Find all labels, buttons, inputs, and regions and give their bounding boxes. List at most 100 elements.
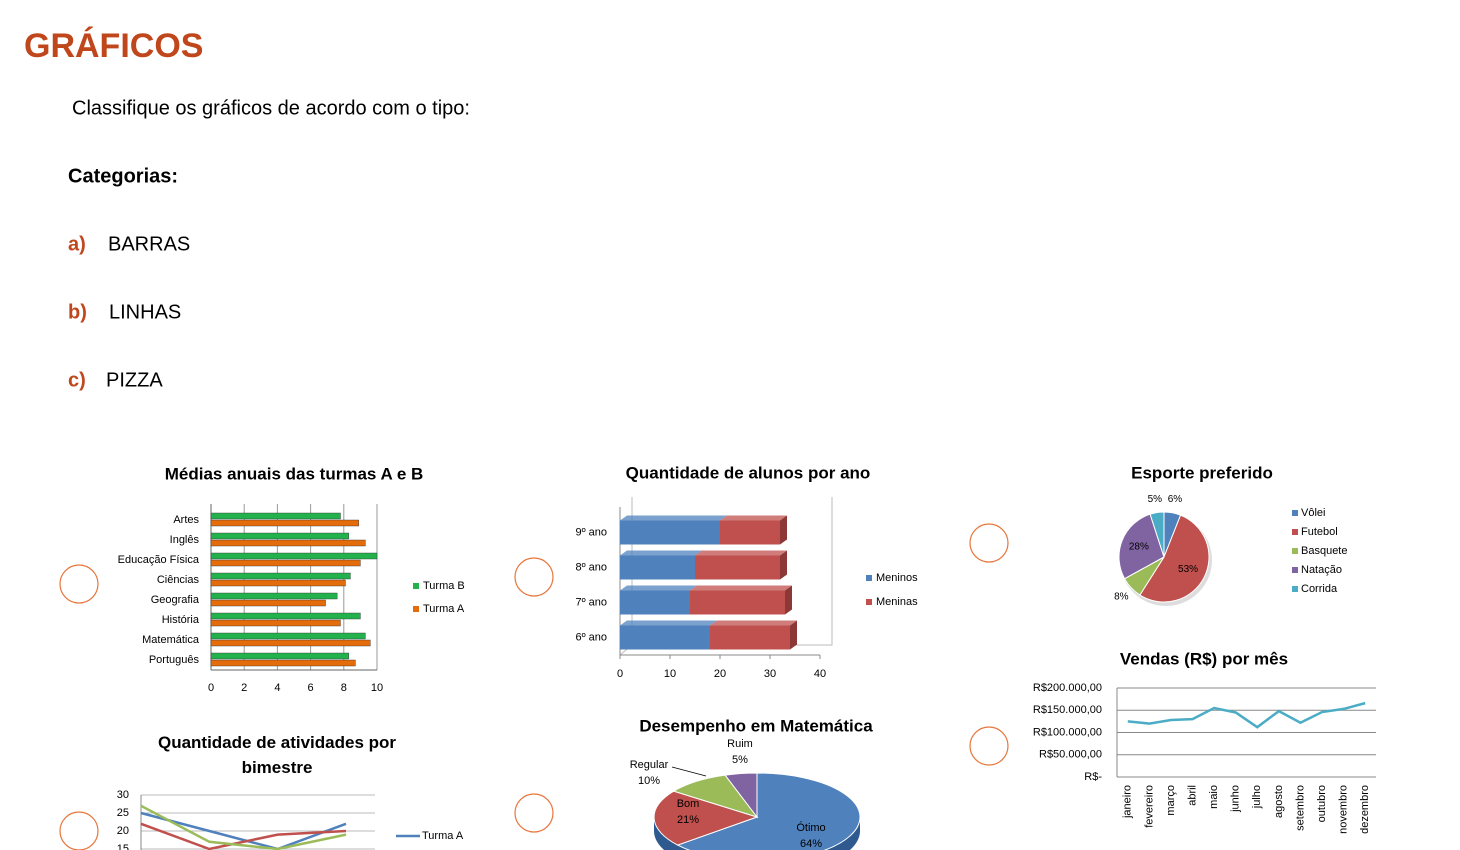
bar (620, 520, 720, 545)
item-text: PIZZA (106, 369, 163, 391)
line-series (1127, 701, 1366, 729)
y-tick-label: 6º ano (575, 631, 607, 643)
y-tick-label: 25 (117, 807, 129, 819)
legend-label: Basquete (1301, 545, 1347, 557)
bar (695, 555, 780, 580)
bar-side (785, 585, 792, 615)
answer-circle[interactable] (514, 793, 554, 833)
answer-circle[interactable] (969, 523, 1009, 563)
legend-swatch (1292, 548, 1298, 554)
legend-swatch (413, 583, 419, 589)
y-tick-label: História (162, 614, 200, 626)
leader-line (671, 766, 707, 777)
x-tick-label: outubro (1316, 785, 1328, 822)
legend-label: Meninas (876, 596, 918, 608)
bar (210, 592, 338, 600)
bar (210, 632, 366, 640)
y-tick-label: 7º ano (575, 596, 607, 608)
legend-swatch (866, 575, 872, 581)
y-tick-label: R$50.000,00 (1039, 749, 1102, 761)
bar-top (620, 620, 717, 626)
bar (210, 599, 326, 607)
data-label: 64% (800, 838, 822, 850)
line-series (140, 822, 347, 850)
page-title: GRÁFICOS (24, 27, 203, 65)
x-tick-label: 10 (664, 668, 676, 680)
bar (690, 590, 785, 615)
legend-swatch (1292, 529, 1298, 535)
chart-title: Médias anuais das turmas A e B (165, 464, 424, 483)
bar (210, 532, 349, 540)
x-tick-label: 2 (241, 682, 247, 694)
data-label: 28% (1129, 542, 1149, 553)
item-letter: a) (68, 233, 86, 255)
x-tick-label: fevereiro (1143, 785, 1155, 828)
legend-swatch (866, 599, 872, 605)
bar-top (620, 550, 702, 556)
y-tick-label: R$150.000,00 (1033, 704, 1102, 716)
answer-circle[interactable] (969, 726, 1009, 766)
x-tick-label: julho (1251, 785, 1263, 809)
x-tick-label: maio (1208, 785, 1220, 809)
legend-label: Corrida (1301, 583, 1338, 595)
x-tick-label: 4 (274, 682, 280, 694)
bar (210, 512, 341, 520)
bar-side (780, 515, 787, 545)
legend-swatch (413, 606, 419, 612)
bar (210, 539, 366, 547)
chart-title: Desempenho em Matemática (639, 716, 873, 735)
data-label: 5% (732, 754, 748, 766)
legend-swatch (1292, 510, 1298, 516)
bar-top (620, 515, 727, 521)
bar (210, 572, 351, 580)
legend-label: Turma A (423, 603, 465, 615)
bar-top (720, 515, 787, 521)
item-letter: b) (68, 301, 87, 323)
bar-top (620, 585, 697, 591)
y-tick-label: R$- (1084, 771, 1102, 783)
x-tick-label: novembro (1338, 785, 1350, 834)
x-tick-label: 0 (208, 682, 214, 694)
y-tick-label: Inglês (170, 534, 200, 546)
legend-label: Meninos (876, 572, 918, 584)
pie-slice (653, 790, 759, 846)
x-tick-label: 8 (341, 682, 347, 694)
pie-slice (676, 772, 861, 850)
bar (620, 555, 695, 580)
bar (720, 520, 780, 545)
bar (210, 579, 346, 587)
y-tick-label: 15 (117, 843, 129, 850)
x-tick-label: 20 (714, 668, 726, 680)
legend-label: Natação (1301, 564, 1342, 576)
x-tick-label: abril (1186, 785, 1198, 806)
x-tick-label: setembro (1294, 785, 1306, 831)
y-tick-label: Português (149, 654, 200, 666)
pie-slice (1139, 514, 1210, 603)
categories-label: Categorias: (68, 165, 178, 187)
bar (620, 590, 690, 615)
instruction: Classifique os gráficos de acordo com o … (72, 97, 470, 119)
data-label: 21% (677, 814, 699, 826)
x-tick-label: agosto (1273, 785, 1285, 818)
bar (210, 659, 356, 667)
bar (210, 552, 378, 560)
line-series (140, 811, 347, 850)
answer-circle[interactable] (59, 564, 99, 604)
bar-top (695, 550, 787, 556)
data-label: 6% (1168, 494, 1183, 505)
legend-swatch (1292, 586, 1298, 592)
y-tick-label: R$100.000,00 (1033, 726, 1102, 738)
answer-circle[interactable] (514, 557, 554, 597)
y-tick-label: Ciências (157, 574, 200, 586)
x-tick-label: 30 (764, 668, 776, 680)
y-tick-label: Matemática (142, 634, 200, 646)
y-tick-label: 30 (117, 789, 129, 801)
x-tick-label: janeiro (1122, 785, 1134, 819)
data-label: 53% (1178, 564, 1198, 575)
item-text: BARRAS (108, 233, 190, 255)
bar (620, 625, 710, 650)
line-series (140, 804, 347, 850)
bar-top (710, 620, 797, 626)
answer-circle[interactable] (59, 811, 99, 850)
